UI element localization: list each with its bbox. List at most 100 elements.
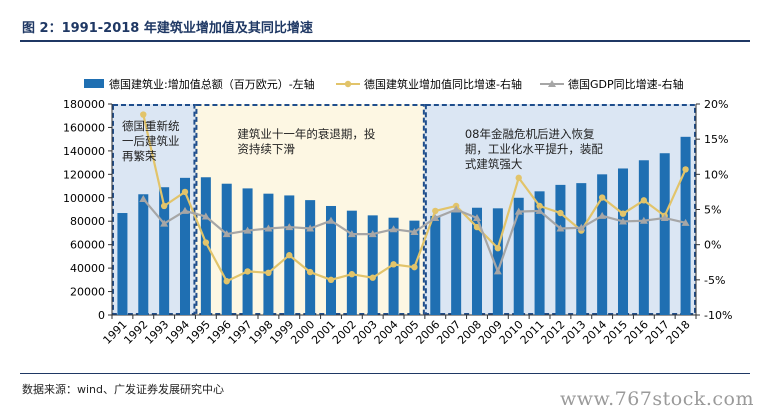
series-marker xyxy=(681,218,690,226)
y-left-tick-label: 80000 xyxy=(70,215,105,228)
series-marker xyxy=(514,207,523,215)
title-rule xyxy=(20,40,750,42)
series-marker xyxy=(369,274,376,281)
period-label: 资持续下滑 xyxy=(237,142,295,156)
series-marker xyxy=(557,209,564,217)
series-marker xyxy=(598,194,606,201)
figure-title: 图 2：1991-2018 年建筑业增加值及其同比增速 xyxy=(22,21,313,36)
series-marker xyxy=(264,224,273,232)
series-marker xyxy=(535,206,544,214)
series-marker xyxy=(431,213,440,221)
y-right-tick-label: 20% xyxy=(704,98,728,111)
source-rule xyxy=(20,373,750,374)
period-label: 一后建筑业 xyxy=(122,134,180,148)
y-left-tick-label: 180000 xyxy=(63,98,105,111)
series-marker xyxy=(515,174,522,182)
series-marker xyxy=(201,212,210,220)
y-right-tick-label: 10% xyxy=(704,168,728,181)
bar xyxy=(117,213,128,315)
series-marker xyxy=(140,111,147,118)
bar xyxy=(367,215,378,315)
bar xyxy=(430,215,441,315)
y-left-tick-label: 40000 xyxy=(70,262,105,275)
legend: 德国建筑业:增加值总额（百万欧元）-左轴 德国建筑业增加值同比增速-右轴 德国GDP… xyxy=(84,77,684,91)
bar xyxy=(555,184,566,315)
series-marker xyxy=(327,216,335,224)
y-left-tick-label: 140000 xyxy=(63,145,105,158)
y-left-tick-label: 0 xyxy=(98,309,105,322)
period-label: 再繁荣 xyxy=(122,149,157,163)
y-right-tick-label: 15% xyxy=(704,133,728,146)
series-marker xyxy=(682,166,689,173)
legend-label: 德国建筑业:增加值总额（百万欧元）-左轴 xyxy=(109,77,315,91)
series-marker xyxy=(285,223,294,231)
series-marker xyxy=(494,244,502,252)
series-marker xyxy=(202,239,210,246)
bar xyxy=(451,210,462,315)
bar xyxy=(638,160,649,315)
series-marker xyxy=(306,224,315,232)
watermark: www.767stock.com xyxy=(560,388,754,410)
bar xyxy=(597,174,608,315)
chart: 0 20000 40000 60000 80000 100000 120000 140000 1… xyxy=(63,77,732,347)
legend-label: 德国建筑业增加值同比增速-右轴 xyxy=(364,77,522,91)
y-left-tick-label: 160000 xyxy=(63,121,105,134)
series-marker xyxy=(243,226,252,234)
series-marker xyxy=(348,271,356,278)
bar xyxy=(159,187,170,315)
series-marker xyxy=(536,202,543,210)
y-right-tick-label: 0% xyxy=(704,239,721,252)
legend-swatch-marker xyxy=(548,80,556,87)
y-right-tick-label: -10% xyxy=(704,309,732,322)
source-note: 数据来源：wind、广发证券发展研究中心 xyxy=(22,383,225,396)
series-marker xyxy=(139,194,148,202)
legend-label: 德国GDP同比增速-右轴 xyxy=(568,77,684,91)
period-label: 建筑业十一年的衰退期，投 xyxy=(237,127,375,141)
bar xyxy=(513,197,524,315)
series-marker xyxy=(411,263,418,271)
series-marker xyxy=(493,267,502,275)
series-marker xyxy=(640,197,648,204)
y-right-tick-label: 5% xyxy=(704,204,721,217)
bar xyxy=(138,194,149,315)
bar-series xyxy=(117,136,691,315)
bar xyxy=(221,183,232,315)
series-marker xyxy=(452,205,461,213)
series-marker xyxy=(181,206,189,214)
legend-swatch-marker xyxy=(344,80,352,88)
period-label: 式建筑强大 xyxy=(465,157,523,171)
period-backgrounds xyxy=(112,104,696,315)
series-marker xyxy=(473,213,481,221)
bar xyxy=(471,207,483,315)
series-marker xyxy=(639,216,648,224)
period-label: 08年金融危机后进入恢复 xyxy=(465,127,595,141)
series-marker xyxy=(347,230,356,238)
series-marker xyxy=(368,230,377,238)
bar xyxy=(617,168,629,315)
bar xyxy=(263,193,274,315)
series-marker xyxy=(327,276,335,284)
bar xyxy=(305,200,316,315)
series-marker xyxy=(223,278,230,285)
period-label: 德国重新统 xyxy=(122,119,180,133)
series-marker xyxy=(619,217,627,225)
series-marker xyxy=(286,252,293,259)
period-border xyxy=(195,104,425,315)
series-marker xyxy=(598,211,607,219)
bar xyxy=(200,177,211,315)
bar xyxy=(325,205,337,315)
series-marker xyxy=(432,207,439,215)
series-marker xyxy=(160,202,168,210)
series-marker xyxy=(577,223,586,231)
series-marker xyxy=(181,188,189,196)
y-left-tick-label: 60000 xyxy=(70,239,105,252)
bar xyxy=(492,208,503,315)
series-marker xyxy=(556,224,565,232)
period-border xyxy=(112,104,196,315)
series-marker xyxy=(160,219,169,227)
period-label: 期，工业化水平提升，装配 xyxy=(465,142,603,156)
series-marker xyxy=(410,228,419,236)
x-tick-label: 2018 xyxy=(664,318,693,347)
y-right-tick-label: -5% xyxy=(704,274,725,287)
